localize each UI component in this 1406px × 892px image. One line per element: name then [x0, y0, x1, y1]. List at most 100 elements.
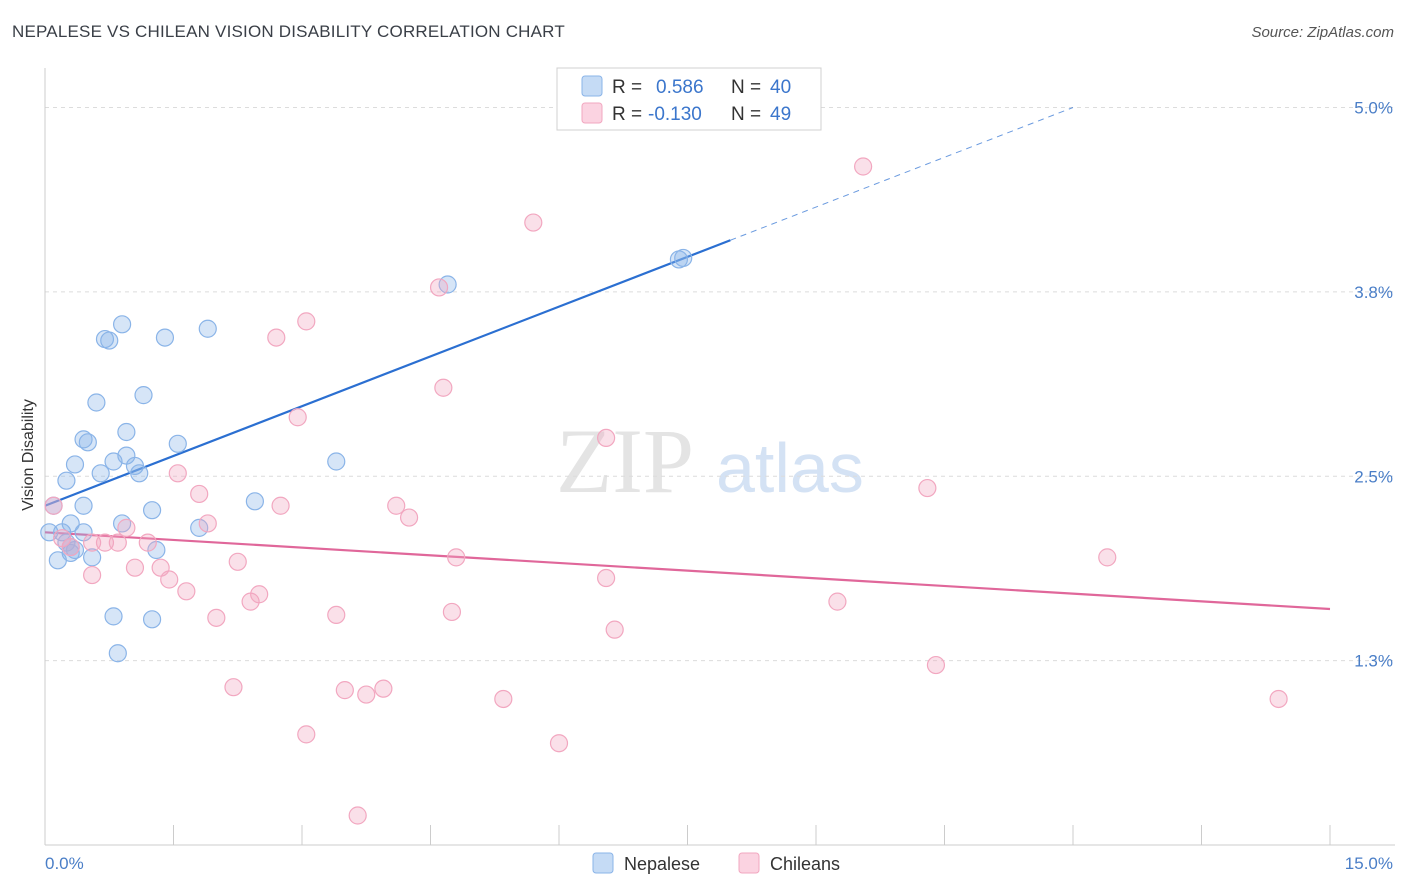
- series-legend: Nepalese Chileans: [592, 852, 840, 874]
- nepalese-point: [142, 501, 162, 520]
- chileans-point: [399, 508, 419, 527]
- chileans-point: [297, 725, 316, 744]
- chileans-point: [854, 157, 873, 176]
- chileans-point: [597, 568, 616, 588]
- chileans-point: [348, 806, 367, 825]
- chileans-point: [44, 496, 63, 515]
- chileans-point: [494, 689, 513, 709]
- legend-swatch-chileans: [581, 102, 603, 124]
- nepalese-point: [61, 543, 80, 563]
- chileans-point: [168, 464, 187, 483]
- chileans-point: [434, 378, 453, 397]
- nepalese-point: [198, 319, 217, 338]
- nepalese-point: [190, 518, 209, 537]
- chileans-point: [228, 552, 247, 571]
- trend-lines: [44, 107, 1331, 611]
- nepalese-point: [78, 433, 97, 452]
- y-tick-label: 3.8%: [1354, 283, 1393, 302]
- chileans-point: [442, 602, 462, 622]
- chileans-point: [597, 428, 616, 447]
- chileans-point: [250, 585, 269, 604]
- nepalese-point: [130, 464, 149, 483]
- x-tick-label-max: 15.0%: [1345, 854, 1393, 873]
- chileans-point: [198, 514, 217, 533]
- nepalese-point: [168, 434, 187, 453]
- legend-n-label-2: N =: [731, 104, 761, 125]
- chileans-point: [224, 678, 243, 697]
- chileans-point: [267, 328, 286, 347]
- chileans-point: [605, 620, 624, 639]
- legend-swatch-nepalese: [581, 75, 603, 97]
- nepalese-point: [245, 492, 264, 511]
- bottom-legend-label-nepalese: Nepalese: [624, 854, 700, 874]
- chileans-point: [1098, 548, 1117, 567]
- watermark-atlas: atlas: [716, 429, 864, 507]
- correlation-legend: R = 0.586 N = 40 R = -0.130 N = 49: [556, 67, 822, 131]
- source-label: Source: ZipAtlas.com: [1251, 24, 1394, 41]
- chileans-point: [160, 570, 179, 589]
- legend-r-label-2: R =: [612, 104, 642, 125]
- chileans-point: [387, 496, 406, 515]
- nepalese-point: [674, 248, 693, 268]
- y-axis-title: Vision Disability: [20, 399, 37, 511]
- nepalese-point: [74, 496, 93, 515]
- gridlines: [45, 107, 1395, 662]
- x-tick-label-min: 0.0%: [45, 854, 84, 873]
- legend-r-value-2: -0.130: [648, 104, 702, 125]
- y-tick-label: 5.0%: [1354, 99, 1393, 118]
- chileans-point: [61, 537, 80, 557]
- legend-n-label-1: N =: [731, 77, 761, 98]
- bottom-legend-label-chileans: Chileans: [770, 854, 840, 874]
- chileans-point: [357, 685, 376, 704]
- nepalese-point: [91, 464, 110, 483]
- chileans-point: [207, 608, 226, 627]
- nepalese-point: [327, 452, 346, 471]
- nepalese-point: [117, 422, 136, 442]
- nepalese-point: [142, 610, 162, 629]
- nepalese-point: [57, 471, 76, 490]
- nepalese-point: [100, 331, 119, 350]
- chileans-point: [117, 518, 136, 537]
- chileans-point: [271, 496, 290, 515]
- chileans-point: [288, 408, 307, 427]
- chileans-point: [327, 605, 346, 625]
- axes: 1.3% 2.5% 3.8% 5.0% 0.0% 15.0%: [44, 68, 1395, 873]
- chileans-point: [429, 278, 449, 297]
- chileans-point: [83, 533, 102, 552]
- nepalese-point: [134, 386, 153, 405]
- chileans-point: [374, 679, 393, 698]
- chileans-point: [1269, 689, 1288, 709]
- legend-r-value-1: 0.586: [656, 77, 704, 98]
- nepalese-point: [87, 393, 106, 412]
- legend-n-value-1: 40: [770, 77, 791, 98]
- chileans-point: [83, 565, 102, 585]
- chileans-point: [335, 681, 354, 700]
- chileans-point: [926, 655, 946, 675]
- nepalese-point: [65, 455, 85, 474]
- chileans-point: [524, 213, 543, 232]
- nepalese-point: [61, 514, 80, 533]
- chileans-point: [138, 533, 157, 552]
- nepalese-point: [108, 644, 127, 663]
- chileans-point: [828, 592, 847, 611]
- chileans-point: [190, 484, 209, 504]
- nepalese-point: [83, 548, 102, 567]
- data-points: [40, 157, 1288, 825]
- chileans-point: [95, 533, 115, 552]
- nepalese-point: [155, 328, 175, 347]
- bottom-legend-swatch-chileans: [738, 852, 760, 874]
- y-tick-label: 1.3%: [1354, 652, 1393, 671]
- chileans-point: [125, 558, 145, 577]
- y-tick-label: 2.5%: [1354, 467, 1393, 486]
- chileans-point: [108, 533, 127, 552]
- chileans-point: [447, 548, 466, 567]
- nepalese-trend-line: [44, 239, 731, 507]
- watermark-zip: ZIP: [556, 410, 694, 512]
- bottom-legend-swatch-nepalese: [592, 852, 614, 874]
- legend-n-value-2: 49: [770, 104, 791, 125]
- chileans-point: [918, 478, 937, 498]
- nepalese-point: [112, 315, 132, 334]
- chileans-trend-line: [44, 531, 1331, 611]
- chart-title: NEPALESE VS CHILEAN VISION DISABILITY CO…: [12, 22, 565, 41]
